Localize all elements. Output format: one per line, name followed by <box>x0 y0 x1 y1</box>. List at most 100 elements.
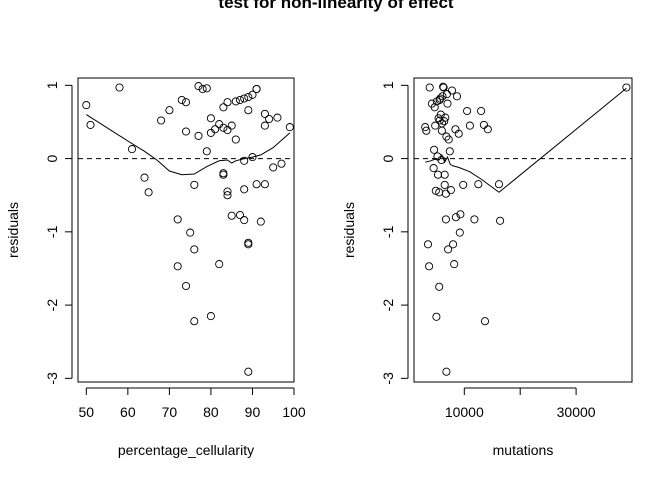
right-data-point <box>432 312 441 321</box>
left-data-point <box>206 312 215 321</box>
right-data-point <box>441 113 450 122</box>
right-data-point <box>442 367 451 376</box>
left-data-point <box>181 98 191 107</box>
right-y-tick-label: 0 <box>380 154 396 162</box>
left-data-point <box>190 180 199 189</box>
left-data-point <box>177 95 186 105</box>
chart-title: test for non-linearity of effect <box>218 0 454 12</box>
left-y-tick-label: -1 <box>44 225 60 238</box>
left-data-point <box>219 123 228 132</box>
left-y-tick-label: -2 <box>44 299 60 312</box>
right-data-point <box>483 125 492 134</box>
left-data-point <box>219 170 228 179</box>
left-data-point <box>194 131 203 140</box>
right-data-point <box>442 132 451 141</box>
right-data-point <box>446 186 455 195</box>
left-data-point <box>227 121 236 130</box>
right-data-point <box>429 164 438 173</box>
left-data-point <box>244 92 253 102</box>
left-data-point <box>186 228 195 237</box>
left-data-point <box>240 216 249 225</box>
left-y-tick-label: -3 <box>44 372 60 385</box>
right-data-point <box>454 129 463 138</box>
left-data-point <box>235 210 245 220</box>
right-x-axis-label: mutations <box>493 442 554 458</box>
right-data-point <box>435 282 444 291</box>
right-y-tick-label: -1 <box>380 225 396 238</box>
right-data-point <box>474 180 483 189</box>
left-data-point <box>235 95 245 105</box>
right-data-point <box>445 147 454 156</box>
right-data-point <box>440 180 449 189</box>
right-data-point <box>447 86 457 95</box>
left-smooth-curve <box>86 114 291 176</box>
left-data-point <box>211 125 220 134</box>
right-y-tick-label: 1 <box>380 81 396 89</box>
right-data-point <box>479 120 488 129</box>
right-data-point <box>480 317 490 326</box>
left-data-point <box>256 217 265 226</box>
left-data-point <box>285 123 294 132</box>
left-x-axis: 50 60 70 80 90 100 <box>79 387 306 420</box>
right-data-point <box>437 155 446 165</box>
left-y-tick-label: 0 <box>44 154 60 162</box>
right-data-point <box>452 92 462 101</box>
right-data-point <box>465 121 474 130</box>
right-data-point <box>423 240 433 249</box>
right-scatter-panel: 10000 30000 -3 -2 -1 0 1 mutations residuals <box>341 77 633 458</box>
right-data-point <box>430 103 439 112</box>
right-plot-frame <box>413 77 633 383</box>
left-data-point <box>252 180 261 189</box>
right-data-point <box>496 216 505 225</box>
left-y-axis-label: residuals <box>5 202 21 258</box>
left-x-axis-label: percentage_cellularity <box>118 442 254 458</box>
left-y-tick-label: 1 <box>44 81 60 89</box>
left-data-point <box>82 101 91 110</box>
left-data-point <box>265 114 274 124</box>
left-data-point <box>198 84 207 94</box>
left-data-point <box>260 180 269 189</box>
right-data-point <box>449 240 458 249</box>
left-data-point <box>252 84 261 94</box>
left-data-point <box>260 109 269 118</box>
right-y-axis: -3 -2 -1 0 1 <box>380 81 409 385</box>
left-data-point <box>219 103 228 112</box>
left-scatter-panel: 50 60 70 80 90 100 -3 -2 -1 0 1 percentage_cellul… <box>5 77 306 458</box>
left-data-point <box>215 120 224 129</box>
left-data-point <box>244 240 253 249</box>
right-y-tick-label: -3 <box>380 372 396 385</box>
right-data-point <box>456 210 465 219</box>
right-data-point <box>440 170 449 179</box>
left-data-point <box>173 215 182 224</box>
left-data-point <box>194 82 203 91</box>
left-x-tick-label: 60 <box>120 404 136 420</box>
right-data-point <box>439 83 448 92</box>
left-data-point <box>248 153 257 162</box>
left-data-point <box>231 135 240 144</box>
left-x-tick-label: 90 <box>245 404 261 420</box>
left-data-point <box>190 245 199 254</box>
left-x-tick-label: 80 <box>203 404 219 420</box>
left-data-point <box>115 83 124 92</box>
left-data-point <box>206 114 215 123</box>
right-x-axis: 10000 30000 <box>445 387 596 420</box>
left-data-point <box>223 125 232 135</box>
left-plot-frame <box>77 77 295 383</box>
right-data-point <box>439 82 448 91</box>
right-y-tick-label: -2 <box>380 299 396 312</box>
left-data-point <box>157 116 166 125</box>
right-data-points <box>421 82 631 376</box>
right-data-point <box>444 245 453 254</box>
left-data-point <box>190 317 199 326</box>
left-x-tick-label: 70 <box>162 404 178 420</box>
left-data-point <box>165 106 174 115</box>
left-data-point <box>202 84 211 93</box>
right-data-point <box>463 106 472 116</box>
right-data-point <box>455 228 464 237</box>
left-data-point <box>248 90 257 99</box>
right-data-point <box>494 180 504 189</box>
left-data-point <box>240 185 249 194</box>
left-data-point <box>86 120 95 129</box>
right-data-point <box>436 110 445 119</box>
left-data-point <box>223 187 232 196</box>
